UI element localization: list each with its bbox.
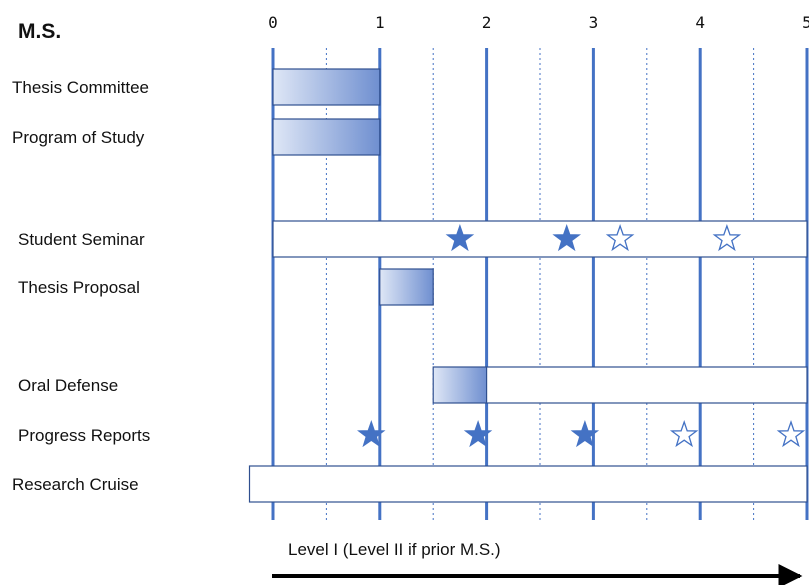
timeline-bar <box>486 366 808 404</box>
open-star-icon <box>669 420 699 448</box>
axis-tick-labels: 0 1 2 3 4 5 <box>268 13 809 32</box>
open-star-icon <box>605 224 635 252</box>
page-title: M.S. <box>18 20 61 43</box>
open-star-icon <box>712 224 742 252</box>
level-caption: Level I (Level II if prior M.S.) <box>288 540 501 559</box>
timeline-bars <box>248 68 808 503</box>
axis-tick-label: 5 <box>802 13 809 32</box>
filled-star-icon <box>463 420 493 448</box>
filled-star-icon <box>445 224 475 252</box>
row-label: Program of Study <box>12 128 145 147</box>
row-label: Thesis Proposal <box>18 278 140 297</box>
filled-star-icon <box>552 224 582 252</box>
row-label: Progress Reports <box>18 426 150 445</box>
row-label: Oral Defense <box>18 376 118 395</box>
filled-star-icon <box>357 420 386 448</box>
row-label: Student Seminar <box>18 230 145 249</box>
milestone-stars <box>357 224 806 448</box>
axis-tick-label: 0 <box>268 13 278 32</box>
timeline-bar <box>379 268 434 306</box>
timeline-bar <box>248 465 808 503</box>
timeline-bar <box>272 220 808 258</box>
axis-tick-label: 1 <box>375 13 385 32</box>
open-star-icon <box>776 420 806 448</box>
axis-tick-label: 4 <box>695 13 705 32</box>
row-labels: Thesis Committee Program of Study Student … <box>12 78 150 494</box>
timeline-bar <box>272 68 381 106</box>
row-label: Thesis Committee <box>12 78 149 97</box>
timeline-bar <box>272 118 381 156</box>
row-label: Research Cruise <box>12 475 139 494</box>
filled-star-icon <box>570 420 600 448</box>
axis-tick-label: 3 <box>589 13 599 32</box>
timeline-bar <box>432 366 488 404</box>
axis-tick-label: 2 <box>482 13 492 32</box>
